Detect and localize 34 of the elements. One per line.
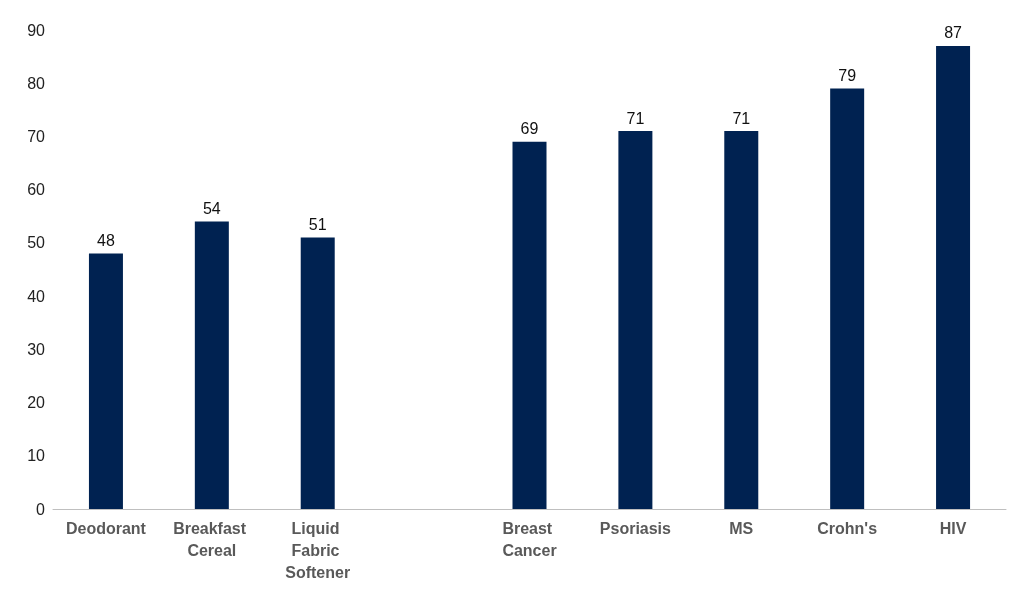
y-tick-label: 70 bbox=[27, 127, 46, 145]
data-label: 71 bbox=[626, 109, 645, 127]
bar bbox=[724, 131, 759, 509]
y-tick-label: 50 bbox=[27, 234, 46, 252]
x-tick-label: Deodorant bbox=[65, 519, 147, 537]
x-tick-label: Psoriasis bbox=[599, 519, 672, 537]
y-tick-label: 80 bbox=[27, 74, 46, 92]
x-tick-label: Breakfast Cereal bbox=[173, 519, 251, 559]
data-label: 79 bbox=[838, 67, 857, 85]
bar bbox=[88, 253, 123, 509]
y-tick-label: 30 bbox=[27, 340, 46, 358]
x-tick-label: Breast Cancer bbox=[502, 519, 557, 559]
x-tick-label: MS bbox=[729, 519, 754, 537]
x-tick-label: HIV bbox=[939, 519, 967, 537]
data-label: 51 bbox=[308, 216, 327, 234]
y-tick-label: 0 bbox=[36, 500, 46, 518]
y-tick-label: 60 bbox=[27, 181, 46, 199]
data-label: 87 bbox=[944, 24, 963, 42]
y-tick-label: 40 bbox=[27, 287, 46, 305]
bar bbox=[830, 88, 865, 509]
bar bbox=[618, 131, 653, 509]
data-label: 54 bbox=[202, 200, 221, 218]
x-tick-label: Liquid Fabric Softener bbox=[285, 519, 351, 581]
bar bbox=[300, 237, 335, 509]
bar bbox=[936, 45, 971, 509]
data-label: 69 bbox=[520, 120, 539, 138]
bar bbox=[194, 221, 229, 509]
data-label: 71 bbox=[732, 109, 751, 127]
y-tick-label: 10 bbox=[27, 447, 46, 465]
x-tick-label: Crohn's bbox=[817, 519, 878, 537]
y-tick-label: 20 bbox=[27, 394, 46, 412]
bar bbox=[512, 141, 547, 509]
data-label: 48 bbox=[97, 232, 115, 250]
y-tick-label: 90 bbox=[27, 21, 46, 39]
